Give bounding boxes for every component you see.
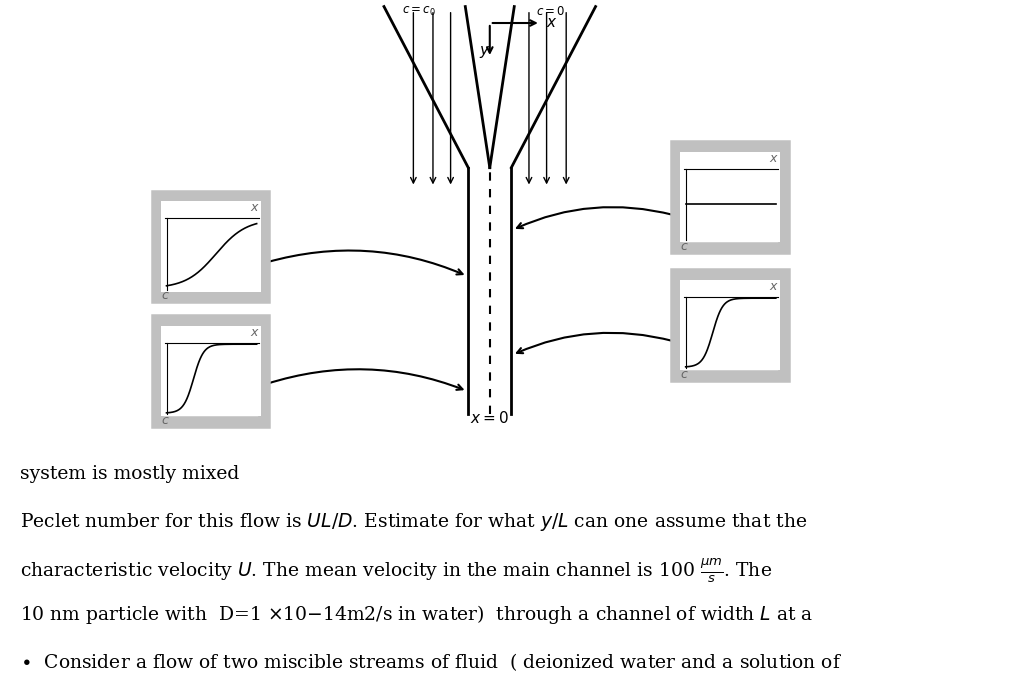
FancyBboxPatch shape xyxy=(161,326,260,417)
Text: Peclet number for this flow is $UL/D$. Estimate for what $y/L$ can one assume th: Peclet number for this flow is $UL/D$. E… xyxy=(19,512,807,533)
Text: $y$: $y$ xyxy=(479,44,490,61)
FancyBboxPatch shape xyxy=(157,195,264,297)
Text: $x$: $x$ xyxy=(250,201,260,214)
Text: $x$: $x$ xyxy=(769,280,779,293)
Text: $c$: $c$ xyxy=(680,368,688,381)
Text: characteristic velocity $U$. The mean velocity in the main channel is 100 $\frac: characteristic velocity $U$. The mean ve… xyxy=(19,557,772,586)
FancyBboxPatch shape xyxy=(161,202,260,292)
Text: 10 nm particle with  D=1 $\times$10$-$14m2/s in water)  through a channel of wid: 10 nm particle with D=1 $\times$10$-$14m… xyxy=(19,603,813,626)
FancyBboxPatch shape xyxy=(676,274,783,376)
Text: $x$: $x$ xyxy=(769,152,779,164)
Text: $c=0$: $c=0$ xyxy=(536,5,565,18)
FancyBboxPatch shape xyxy=(680,152,779,242)
Text: $c=c_0$: $c=c_0$ xyxy=(402,5,436,18)
Text: $x = 0$: $x = 0$ xyxy=(470,410,509,426)
Text: $c$: $c$ xyxy=(161,289,169,302)
FancyBboxPatch shape xyxy=(680,280,779,371)
FancyBboxPatch shape xyxy=(157,320,264,423)
Text: $c$: $c$ xyxy=(161,414,169,427)
Text: $x$: $x$ xyxy=(546,16,557,30)
FancyBboxPatch shape xyxy=(676,146,783,248)
Text: $\bullet$  Consider a flow of two miscible streams of fluid  ( deionized water a: $\bullet$ Consider a flow of two miscibl… xyxy=(19,651,842,673)
Text: $x$: $x$ xyxy=(250,326,260,339)
Text: $c$: $c$ xyxy=(680,239,688,253)
Text: system is mostly mixed: system is mostly mixed xyxy=(19,466,239,483)
